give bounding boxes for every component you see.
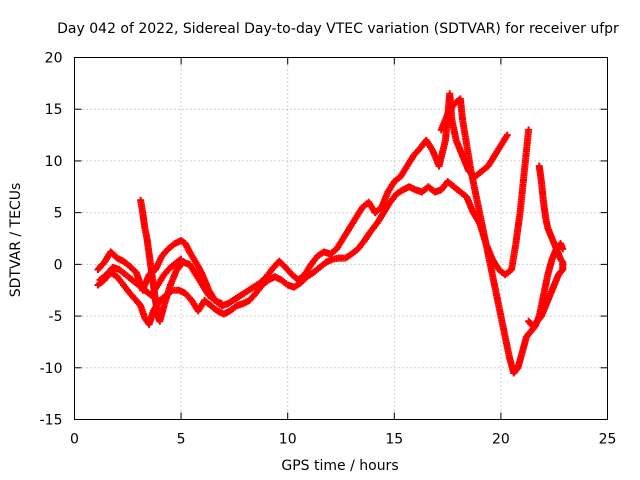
x-tick-label: 0 (70, 432, 79, 448)
data-point (559, 245, 567, 253)
x-tick-label: 10 (279, 432, 297, 448)
data-point (525, 317, 533, 325)
data-point (218, 300, 226, 308)
data-point (177, 255, 185, 263)
series-track-6 (96, 255, 185, 299)
x-tick-label: 25 (599, 432, 617, 448)
axis-ticks (74, 57, 608, 420)
x-tick-label: 5 (177, 432, 186, 448)
y-tick-label: -15 (40, 413, 63, 429)
y-tick-label: 0 (54, 257, 63, 273)
y-tick-label: 5 (54, 206, 63, 222)
y-tick-label: 20 (45, 51, 63, 67)
y-tick-label: 15 (45, 102, 63, 118)
series-track-5 (525, 162, 567, 330)
series-track-1 (94, 90, 511, 310)
series-track-4 (437, 95, 567, 377)
x-tick-label: 20 (492, 432, 510, 448)
data-point (526, 319, 534, 327)
y-axis-label: SDTVAR / TECUs (8, 183, 24, 298)
data-point (525, 126, 533, 134)
chart-title: Day 042 of 2022, Sidereal Day-to-day VTE… (57, 21, 619, 37)
data-points (94, 90, 567, 377)
y-tick-label: 10 (45, 154, 63, 170)
y-tick-label: -5 (49, 309, 63, 325)
tick-labels: 0 5 10 15 20 25 -15 -10 -5 0 5 10 15 20 (40, 51, 617, 448)
data-point (503, 131, 511, 139)
plot-frame (74, 57, 608, 420)
x-axis-label: GPS time / hours (281, 458, 398, 474)
series-track-3 (137, 196, 226, 325)
y-tick-label: -10 (40, 361, 63, 377)
x-tick-label: 15 (385, 432, 403, 448)
